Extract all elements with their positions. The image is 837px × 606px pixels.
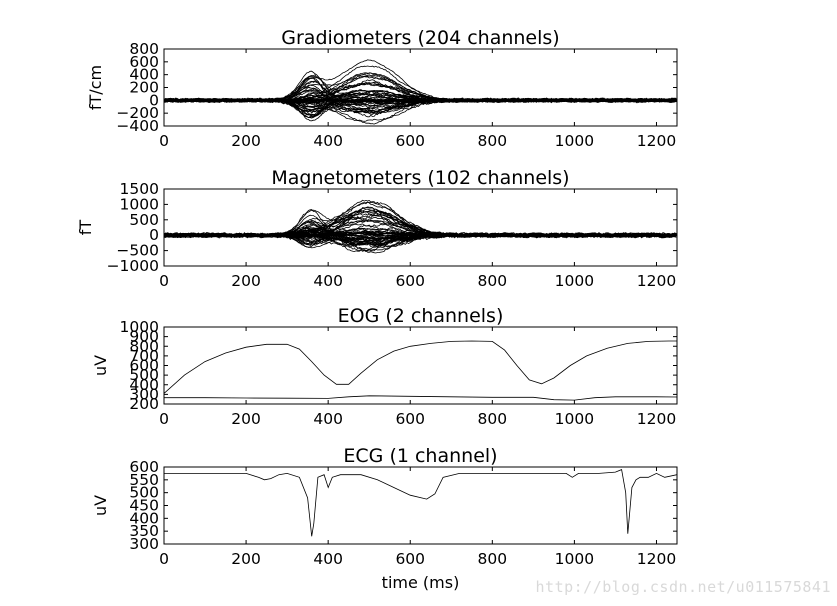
- x-tick-label: 600: [395, 410, 425, 428]
- y-tick-label: 900: [129, 328, 159, 346]
- series-line-1: [164, 469, 677, 537]
- plot-area: [164, 469, 677, 537]
- y-tick-label: 1000: [120, 318, 159, 336]
- y-tick-label: −500: [116, 242, 159, 260]
- y-tick-label: 550: [129, 471, 159, 489]
- x-tick-label: 400: [313, 550, 343, 568]
- y-tick-label: 800: [129, 40, 159, 58]
- y-tick-label: −400: [116, 117, 159, 135]
- y-tick-label: 500: [129, 484, 159, 502]
- y-tick-label: 600: [129, 53, 159, 71]
- y-tick-label: 400: [129, 509, 159, 527]
- channel-trace: [164, 216, 677, 240]
- axes-frame: [163, 326, 678, 405]
- x-tick-label: 1200: [637, 410, 676, 428]
- x-tick-label: 1000: [555, 550, 594, 568]
- y-tick-label: 800: [129, 337, 159, 355]
- x-tick-label: 600: [395, 550, 425, 568]
- axes-frame: [163, 188, 678, 267]
- channel-trace: [164, 75, 677, 119]
- subplot-4: 0 200 400 600 800 1000 12003003504004505005506…: [91, 445, 678, 592]
- plot-area: [164, 59, 677, 125]
- x-tick-label: 200: [231, 132, 261, 150]
- channel-trace: [164, 98, 677, 122]
- x-tick-label: 400: [313, 132, 343, 150]
- subplot-title: ECG (1 channel): [343, 445, 497, 467]
- channel-trace: [164, 72, 677, 103]
- y-axis-label: fT/cm: [86, 65, 105, 110]
- x-tick-label: 400: [313, 272, 343, 290]
- x-tick-label: 200: [231, 272, 261, 290]
- x-tick-label: 1200: [637, 132, 676, 150]
- y-tick-label: 350: [129, 522, 159, 540]
- x-tick-label: 400: [313, 410, 343, 428]
- y-tick-label: 200: [129, 79, 159, 97]
- x-tick-label: 1200: [637, 550, 676, 568]
- x-tick-label: 0: [159, 410, 169, 428]
- channel-trace: [164, 231, 677, 237]
- x-tick-label: 600: [395, 132, 425, 150]
- x-tick-label: 0: [159, 272, 169, 290]
- y-tick-label: 400: [129, 66, 159, 84]
- x-tick-label: 800: [478, 410, 508, 428]
- y-tick-label: 600: [129, 357, 159, 375]
- y-tick-label: 600: [129, 458, 159, 476]
- subplot-1: 0 200 400 600 800 1000 1200−400−20002004006008…: [86, 27, 678, 150]
- plot-area: [164, 340, 677, 401]
- y-tick-label: 300: [129, 385, 159, 403]
- y-tick-label: 700: [129, 347, 159, 365]
- y-tick-label: −200: [116, 104, 159, 122]
- y-tick-label: 400: [129, 376, 159, 394]
- y-tick-label: 1500: [120, 180, 159, 198]
- y-axis-label: fT: [76, 220, 95, 236]
- x-tick-label: 1000: [555, 410, 594, 428]
- channel-trace: [164, 75, 677, 102]
- x-tick-label: 200: [231, 550, 261, 568]
- subplot-3: 0 200 400 600 800 1000 12002003004005006007008…: [91, 305, 678, 428]
- plot-area: [164, 199, 677, 254]
- y-tick-label: 450: [129, 497, 159, 515]
- x-tick-label: 800: [478, 272, 508, 290]
- series-line-2: [164, 395, 677, 401]
- subplot-title: Gradiometers (204 channels): [281, 27, 559, 49]
- y-axis-label: uV: [91, 355, 110, 376]
- y-axis-label: uV: [91, 495, 110, 516]
- axes-frame: [163, 48, 678, 127]
- axes-frame: [163, 466, 678, 545]
- x-tick-label: 800: [478, 550, 508, 568]
- y-tick-label: 300: [129, 535, 159, 553]
- x-tick-label: 1200: [637, 272, 676, 290]
- channel-trace: [164, 73, 677, 112]
- y-tick-label: 500: [129, 366, 159, 384]
- y-tick-label: 0: [149, 226, 159, 244]
- y-tick-label: 1000: [120, 195, 159, 213]
- watermark-text: http://blog.csdn.net/u011575841: [535, 578, 831, 596]
- subplot-title: Magnetometers (102 channels): [271, 167, 569, 189]
- y-tick-label: 0: [149, 91, 159, 109]
- x-tick-label: 0: [159, 132, 169, 150]
- x-tick-label: 1000: [555, 272, 594, 290]
- x-axis-label: time (ms): [382, 573, 460, 592]
- y-tick-label: 200: [129, 395, 159, 413]
- y-tick-label: 500: [129, 211, 159, 229]
- channel-trace: [164, 72, 677, 102]
- x-tick-label: 800: [478, 132, 508, 150]
- y-tick-label: −1000: [107, 257, 159, 275]
- x-tick-label: 600: [395, 272, 425, 290]
- x-tick-label: 1000: [555, 132, 594, 150]
- subplot-title: EOG (2 channels): [338, 305, 504, 327]
- series-line-1: [164, 340, 677, 394]
- x-tick-label: 0: [159, 550, 169, 568]
- subplot-2: 0 200 400 600 800 1000 1200−1000−5000500100015…: [76, 167, 678, 290]
- x-tick-label: 200: [231, 410, 261, 428]
